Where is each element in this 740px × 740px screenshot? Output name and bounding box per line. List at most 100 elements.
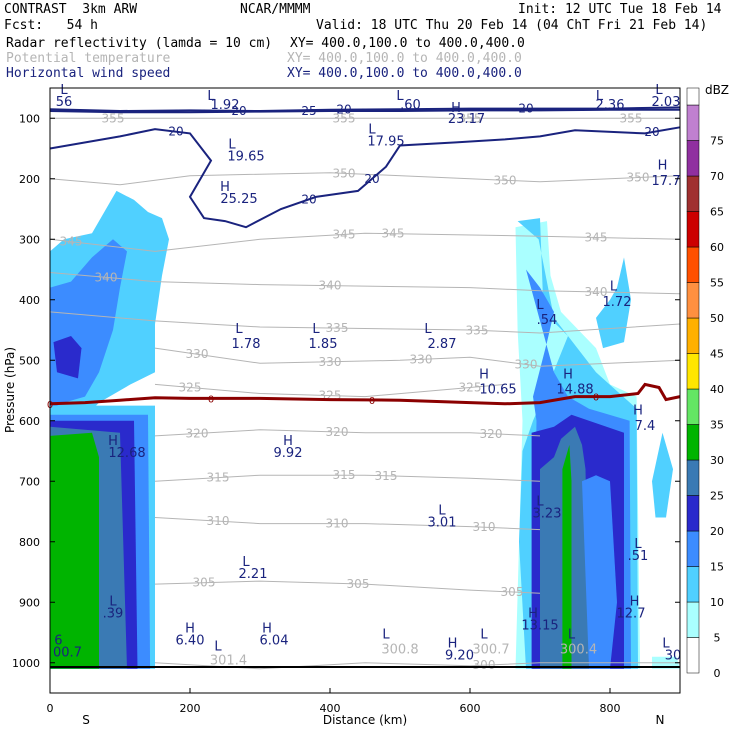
wind-label-20-1-2: 20 <box>518 102 533 116</box>
x-tick-label-200: 200 <box>180 702 201 715</box>
field-name-reflectivity: Radar reflectivity (lamda = 10 cm) <box>6 36 273 51</box>
x-tick-label-800: 800 <box>600 702 621 715</box>
annotation-71: 30 <box>665 649 682 664</box>
annotation-37: 12.68 <box>108 446 145 461</box>
annotation-18: H <box>658 159 668 174</box>
theta-contour-305 <box>154 580 541 594</box>
reflectivity-region-20dbz-2 <box>53 336 82 379</box>
plot-frame <box>49 87 681 694</box>
y-tick-label-700: 700 <box>19 475 40 488</box>
annotation-15: 19.65 <box>227 150 264 165</box>
theta-label-330-2: 330 <box>410 352 433 366</box>
colorbar-box-25 <box>686 459 700 496</box>
annotation-39: 9.92 <box>274 446 303 461</box>
annotation-38: H <box>283 434 293 449</box>
theta-contour-345 <box>49 232 681 252</box>
theta-label-355-3: 355 <box>620 111 643 125</box>
extrema-annotation-layer: L56 L1.92L.60 H23.17L2.36L2.03L17.95L19.65… <box>53 83 681 669</box>
annotation-58: 6 <box>54 634 62 649</box>
colorbar-label-35: 35 <box>710 419 724 432</box>
theta-contour-320 <box>154 429 541 437</box>
colorbar-box-5 <box>686 601 700 638</box>
annotation-51: 12.7 <box>617 606 646 621</box>
theta-contour-335 <box>49 311 681 334</box>
colorbar-box-65 <box>686 175 700 212</box>
annotation-14: L <box>228 138 236 153</box>
header-title: CONTRAST 3km ARW <box>4 2 138 17</box>
annotation-16: H <box>220 180 230 195</box>
theta-label-345-3: 345 <box>585 230 608 244</box>
theta-label-325-0: 325 <box>179 380 202 394</box>
annotation-54: H <box>185 622 195 637</box>
annotation-50: H <box>630 594 640 609</box>
theta-label-330-1: 330 <box>319 355 342 369</box>
header-org: NCAR/MMMM <box>240 2 311 17</box>
wind-contour-25-2 <box>49 108 680 114</box>
annotation-48: L <box>109 594 117 609</box>
annotation-57: 6.04 <box>260 634 289 649</box>
annotation-3: 1.92 <box>211 98 240 113</box>
colorbar-box-35 <box>686 388 700 425</box>
theta-label-335-0: 335 <box>326 321 349 335</box>
field-xy-reflectivity: XY= 400.0,100.0 to 400.0,400.0 <box>290 36 525 51</box>
annotation-43: 3.23 <box>533 507 562 522</box>
theta-contour-350 <box>49 172 681 186</box>
theta-label-315-2: 315 <box>375 469 398 483</box>
annotation-19: 17.7 <box>652 174 681 189</box>
colorbar-box-75 <box>686 104 700 141</box>
y-axis-label: Pressure (hPa) <box>3 347 17 433</box>
colorbar-box-60 <box>686 211 700 248</box>
colorbar-label-55: 55 <box>710 277 724 290</box>
field-name-wind: Horizontal wind speed <box>6 66 171 81</box>
south-end-label: S <box>82 713 90 727</box>
theta-label-320-1: 320 <box>326 425 349 439</box>
y-tick-label-300: 300 <box>19 233 40 246</box>
theta-label-355-0: 355 <box>102 111 125 125</box>
annotation-32: H <box>563 367 573 382</box>
annotation-8: L <box>596 89 604 104</box>
wind-label-25-2-0: 25 <box>301 104 316 118</box>
theta-label-340-1: 340 <box>319 279 342 293</box>
theta-contour-310 <box>154 517 541 531</box>
colorbar-box-15 <box>686 530 700 567</box>
annotation-60: L <box>214 640 222 655</box>
annotation-4: L <box>396 89 404 104</box>
theta-label-320-2: 320 <box>480 427 503 441</box>
annotation-41: 3.01 <box>428 516 457 531</box>
annotation-66: L <box>480 628 488 643</box>
colorbar-box-10 <box>686 566 700 603</box>
theta-label-340-0: 340 <box>95 270 118 284</box>
freezing-level-label-2: 0 <box>369 396 375 407</box>
annotation-59: 00.7 <box>53 646 82 661</box>
theta-contour-315 <box>154 474 541 482</box>
theta-label-325-2: 325 <box>459 380 482 394</box>
annotation-70: L <box>662 637 670 652</box>
theta-label-345-1: 345 <box>333 227 356 241</box>
annotation-36: H <box>108 434 118 449</box>
colorbar-label-15: 15 <box>710 561 724 574</box>
wind-label-20-0-0: 20 <box>168 125 183 139</box>
reflectivity-region-30dbz-7 <box>50 432 99 669</box>
annotation-56: H <box>262 622 272 637</box>
annotation-13: 17.95 <box>367 134 404 149</box>
theta-label-300-0: 300 <box>473 658 496 672</box>
annotation-24: L <box>424 322 432 337</box>
wind-contour-20-0 <box>49 126 681 229</box>
theta-label-315-1: 315 <box>333 468 356 482</box>
theta-label-315-0: 315 <box>207 471 230 485</box>
theta-label-350-0: 350 <box>333 166 356 180</box>
annotation-29: 1.72 <box>603 295 632 310</box>
annotation-23: 1.85 <box>309 337 338 352</box>
annotation-61: 301.4 <box>210 654 247 669</box>
colorbar-label-5: 5 <box>714 632 721 645</box>
annotation-52: H <box>528 606 538 621</box>
colorbar-box-30 <box>686 424 700 461</box>
y-tick-label-500: 500 <box>19 354 40 367</box>
annotation-47: 2.21 <box>239 567 268 582</box>
freezing-level-label-3: 0 <box>593 393 599 404</box>
colorbar-unit-label: dBZ <box>705 83 729 97</box>
annotation-34: H <box>633 404 643 419</box>
annotation-5: .60 <box>400 98 421 113</box>
annotation-64: H <box>448 637 458 652</box>
